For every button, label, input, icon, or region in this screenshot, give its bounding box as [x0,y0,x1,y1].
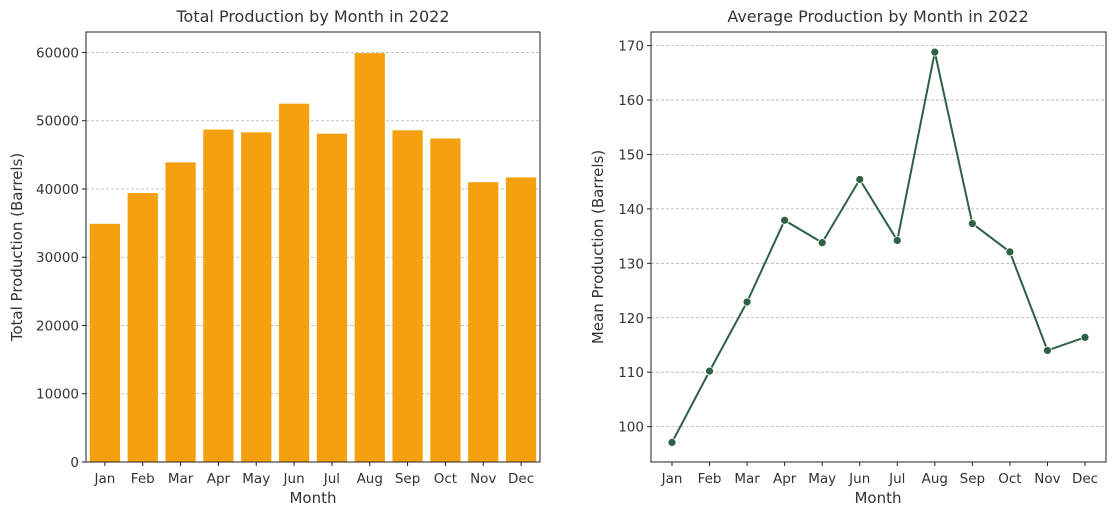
bar-chart-x-tick-label: May [242,471,270,487]
bar-chart-y-ticks: 0 10000 20000 30000 40000 50000 60000 [36,45,86,471]
point-nov [1043,346,1052,355]
bar-chart-y-tick-label: 40000 [36,182,79,198]
line-chart-x-tick-label: Apr [773,471,797,487]
bar-chart-x-tick-label: Mar [168,471,194,487]
bar-chart-y-tick-label: 30000 [36,250,79,266]
line-chart-x-tick-label: Feb [698,471,722,487]
bar-chart-plot-area [85,31,541,463]
point-oct [1005,247,1015,257]
bar-oct [430,138,461,462]
bar-sep [392,130,423,463]
line-chart-x-tick-label: Dec [1072,471,1098,487]
line-chart-gridlines [651,45,1106,428]
bar-apr [203,129,234,462]
line-chart-x-axis-label: Month [854,489,901,507]
bar-chart-gridlines [86,52,540,463]
bar-chart-x-axis-label: Month [289,489,336,507]
point-jul [892,236,902,245]
bar-chart-bars [89,53,537,463]
point-jan [667,438,677,447]
line-chart-y-ticks: 100 110 120 130 140 150 160 170 [618,39,651,436]
bar-chart-x-tick-label: Aug [357,471,383,487]
line-chart-x-tick-label: Aug [922,471,948,487]
bar-chart-y-tick-label: 10000 [36,387,79,403]
point-mar [742,297,752,307]
bar-mar [165,162,196,462]
line-chart-panel: Average Production by Month in 2022 1001… [589,7,1107,507]
bar-jan [89,223,121,462]
line-chart-y-tick-label: 140 [618,202,644,218]
point-may [817,238,827,248]
bar-chart-x-tick-label: Feb [131,471,155,487]
line-chart-y-tick-label: 130 [618,256,644,272]
bar-jun [278,103,310,463]
line-chart-y-axis-label: Mean Production (Barrels) [589,150,607,344]
point-jun [855,175,865,184]
bar-chart-x-tick-label: Jan [94,471,116,487]
bar-chart-x-tick-label: Sep [395,471,420,487]
point-feb [705,366,714,376]
line-chart-x-tick-label: May [808,471,836,487]
bar-feb [127,193,158,463]
bar-chart-y-tick-label: 50000 [36,114,79,130]
line-chart-y-tick-label: 150 [618,147,644,163]
bar-aug [354,53,385,463]
bar-chart-x-tick-label: Dec [508,471,534,487]
bar-chart-x-tick-label: Nov [470,471,496,487]
point-dec [1080,332,1090,342]
line-series [671,51,1086,443]
bar-chart-y-tick-label: 60000 [36,45,79,61]
bar-chart-x-tick-label: Oct [434,471,457,487]
bar-chart-x-ticks: Jan Feb Mar Apr May Jun Jul Aug Sep Oct Nov Dec [94,462,534,487]
line-chart-x-tick-label: Jun [848,471,870,487]
line-chart-y-tick-label: 170 [618,39,644,55]
bar-nov [468,182,499,462]
line-chart-x-ticks: Jan Feb Mar Apr May Jun Jul Aug Sep Oct Nov Dec [661,462,1098,487]
bar-chart-x-tick-label: Jun [283,471,305,487]
bar-dec [505,177,537,462]
bar-chart-y-tick-label: 0 [70,455,79,471]
bar-chart-title: Total Production by Month in 2022 [176,7,450,26]
point-sep [967,219,977,228]
line-chart-y-tick-label: 110 [618,365,644,381]
line-chart-x-tick-label: Oct [998,471,1021,487]
line-chart-title: Average Production by Month in 2022 [727,7,1028,26]
line-chart-y-tick-label: 160 [618,93,644,109]
bar-chart-x-tick-label: Apr [207,471,231,487]
line-chart-series [667,47,1090,447]
line-chart-x-tick-label: Jul [888,471,905,487]
line-chart-x-tick-label: Nov [1034,471,1060,487]
bar-chart-panel: Total Production by Month in 2022 0 10000… [8,7,541,507]
bar-chart-y-axis-label: Total Production (Barrels) [8,153,26,343]
bar-chart-y-tick-label: 20000 [36,318,79,334]
bar-may [241,132,272,463]
bar-jul [316,133,348,462]
line-chart-y-tick-label: 120 [618,311,644,327]
bar-chart-x-tick-label: Jul [323,471,340,487]
line-chart-x-tick-label: Mar [734,471,760,487]
line-chart-y-tick-label: 100 [618,420,644,436]
point-apr [780,215,790,225]
point-aug [930,47,940,57]
line-chart-plot-area [650,31,1107,463]
line-chart-x-tick-label: Sep [960,471,985,487]
line-chart-x-tick-label: Jan [661,471,683,487]
